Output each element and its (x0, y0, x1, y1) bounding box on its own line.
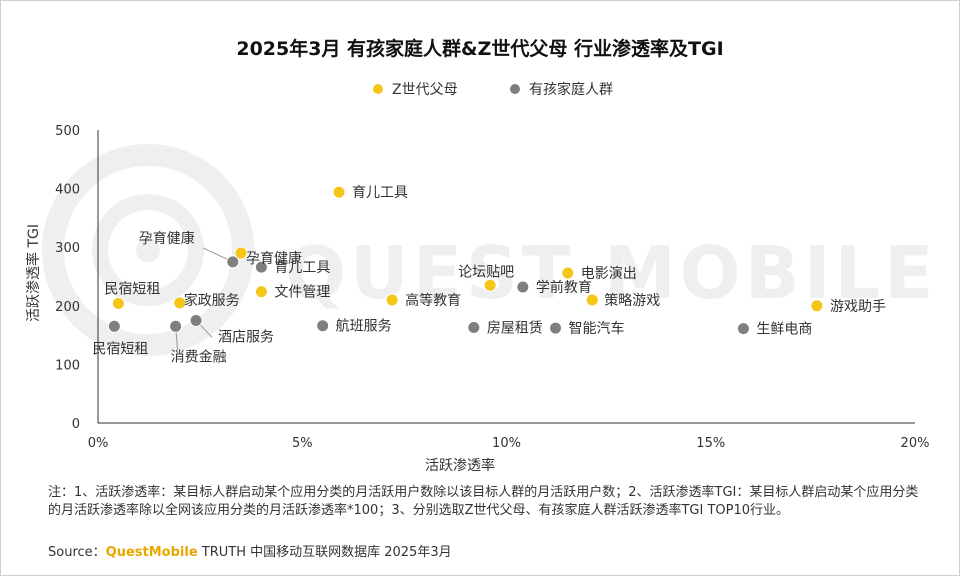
data-point (467, 320, 481, 334)
legend-item-families: 有孩家庭人群 (510, 79, 613, 99)
watermark: QUEST MOBILE (42, 144, 933, 356)
point-label: 学前教育 (536, 279, 592, 296)
x-tick-label: 0% (88, 436, 109, 451)
y-tick-labels: 0 100 200 300 400 500 (55, 124, 80, 432)
point-label: 高等教育 (405, 292, 461, 309)
point-label: 生鲜电商 (756, 322, 812, 338)
data-point (169, 319, 183, 333)
y-tick-label: 400 (55, 183, 80, 198)
source-suffix: TRUTH 中国移动互联网数据库 2025年3月 (197, 545, 452, 560)
data-points (107, 185, 824, 336)
legend-label-z-parents: Z世代父母 (392, 82, 458, 98)
data-point (173, 296, 187, 310)
point-label: 酒店服务 (218, 329, 274, 345)
x-tick-labels: 0% 5% 10% 15% 20% (88, 436, 930, 451)
legend-dot-z-parents (373, 84, 383, 94)
data-point (189, 313, 203, 327)
data-point (561, 266, 575, 280)
point-label: 孕育健康 (246, 250, 302, 267)
x-tick-label: 5% (292, 436, 313, 451)
point-label: 消费金融 (171, 349, 227, 365)
data-point (516, 280, 530, 294)
data-point (736, 322, 750, 336)
data-point (810, 299, 824, 313)
x-tick-label: 15% (696, 436, 725, 451)
data-point (549, 321, 563, 335)
point-label: 民宿短租 (104, 280, 160, 297)
point-label: 游戏助手 (830, 299, 886, 315)
legend-item-z-parents: Z世代父母 (373, 79, 458, 99)
x-tick-label: 10% (492, 436, 521, 451)
y-tick-label: 0 (72, 417, 80, 432)
source-prefix: Source： (48, 545, 106, 560)
chart-title: 2025年3月 有孩家庭人群&Z世代父母 行业渗透率及TGI (236, 38, 724, 60)
data-point (111, 296, 125, 310)
data-point (107, 319, 121, 333)
data-point (332, 185, 346, 199)
y-tick-label: 300 (55, 241, 80, 256)
data-point (254, 260, 268, 274)
point-label: 育儿工具 (352, 185, 408, 201)
point-label: 论坛贴吧 (458, 264, 514, 280)
source-line: Source：QuestMobile TRUTH 中国移动互联网数据库 2025… (48, 541, 452, 560)
point-label: 文件管理 (274, 285, 330, 301)
legend: Z世代父母 有孩家庭人群 (0, 79, 960, 99)
y-tick-label: 500 (55, 124, 80, 139)
data-point (234, 246, 248, 260)
data-point (254, 285, 268, 299)
point-label: 家政服务 (184, 292, 240, 309)
source-brand: QuestMobile (105, 545, 198, 560)
x-tick-label: 20% (901, 436, 930, 451)
legend-dot-families (510, 84, 520, 94)
data-point (585, 293, 599, 307)
point-label: 民宿短租 (92, 340, 148, 357)
point-label: 孕育健康 (139, 230, 195, 247)
data-point (226, 255, 240, 269)
point-label: 育儿工具 (274, 260, 330, 276)
legend-label-families: 有孩家庭人群 (529, 82, 613, 98)
data-point (316, 319, 330, 333)
point-label: 航班服务 (336, 319, 392, 335)
y-tick-label: 100 (55, 358, 80, 373)
data-point (385, 293, 399, 307)
point-label: 智能汽车 (569, 320, 625, 337)
y-tick-label: 200 (55, 300, 80, 315)
x-axis-label: 活跃渗透率 (425, 457, 495, 474)
y-axis-label: 活跃渗透率 TGI (25, 224, 42, 322)
point-label: 房屋租赁 (487, 320, 543, 336)
point-label: 电影演出 (581, 266, 637, 282)
footnote: 注：1、活跃渗透率：某目标人群启动某个应用分类的月活跃用户数除以该目标人群的月活… (48, 485, 919, 518)
data-point (483, 278, 497, 292)
point-label: 策略游戏 (604, 292, 660, 309)
